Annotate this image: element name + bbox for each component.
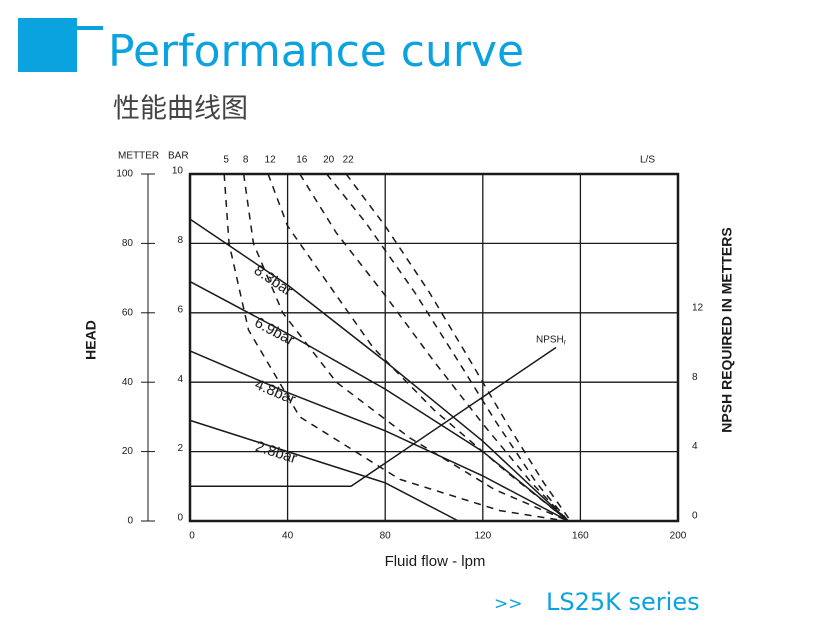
series-line (189, 419, 459, 522)
top-unit: L/S (640, 155, 655, 166)
footer-series: LS25K series (546, 588, 700, 616)
plot-frame (188, 172, 680, 523)
series-line (189, 218, 569, 522)
y-tick-label: 8 (177, 235, 183, 246)
series-line (299, 173, 569, 522)
curve-label: 8.3bar (251, 262, 296, 300)
y-tick-label: 6 (177, 304, 183, 315)
y-axis-label: HEAD (83, 320, 99, 360)
y2-tick-label: 0 (692, 511, 698, 522)
y2-tick-label: 12 (692, 302, 704, 313)
y2-axis-label: NPSH REQUIRED IN METTERS (719, 227, 735, 432)
head-tick-label: 40 (122, 377, 134, 388)
x-tick-label: 40 (282, 531, 294, 542)
x-axis-label: Fluid flow - lpm (385, 553, 486, 570)
top-curve-label: 5 (223, 155, 229, 166)
series-line (190, 346, 557, 488)
y2-tick-label: 8 (692, 372, 698, 383)
x-tick-label: 200 (670, 531, 687, 542)
footer-marker: >> (494, 594, 523, 614)
series-line (326, 173, 569, 522)
x-tick-label: 120 (474, 531, 491, 542)
x-tick-label: 80 (380, 531, 392, 542)
top-curve-label: 12 (265, 155, 277, 166)
curve-label: 2.8bar (253, 438, 299, 467)
curve-label: 6.9bar (252, 314, 298, 349)
title: Performance curve (108, 26, 524, 77)
series-line (223, 173, 566, 522)
head-tick-label: 100 (116, 169, 133, 180)
npsh-label-sub: r (564, 339, 567, 346)
y-tick-label: 2 (177, 443, 183, 454)
y-tick-label: 4 (177, 374, 183, 385)
series-line (189, 280, 569, 522)
y-unit-m: METTER (118, 151, 159, 162)
top-curve-label: 8 (243, 155, 249, 166)
subtitle: 性能曲线图 (113, 94, 248, 125)
head-tick-label: 20 (122, 446, 134, 457)
logo-bar (77, 26, 103, 30)
top-curve-label: 22 (343, 155, 355, 166)
npsh-label: NPSHr (536, 334, 567, 346)
series-line (345, 173, 572, 522)
top-curve-label: 16 (296, 155, 308, 166)
series-line (242, 173, 569, 522)
logo-block (18, 18, 77, 72)
series-line (189, 350, 569, 522)
x-tick-label: 0 (189, 531, 195, 542)
npsh-label-main: NPSH (536, 334, 564, 345)
x-tick-label: 160 (572, 531, 589, 542)
y-tick-label: 10 (172, 166, 184, 177)
series-line (267, 173, 569, 522)
head-tick-label: 80 (122, 238, 134, 249)
head-tick-label: 0 (127, 516, 133, 527)
top-curve-label: 20 (323, 155, 335, 166)
y-tick-label: 0 (177, 513, 183, 524)
y2-tick-label: 4 (692, 441, 698, 452)
curve-label: 4.8bar (252, 376, 298, 408)
head-tick-label: 60 (122, 307, 134, 318)
y-unit-bar: BAR (168, 151, 189, 162)
